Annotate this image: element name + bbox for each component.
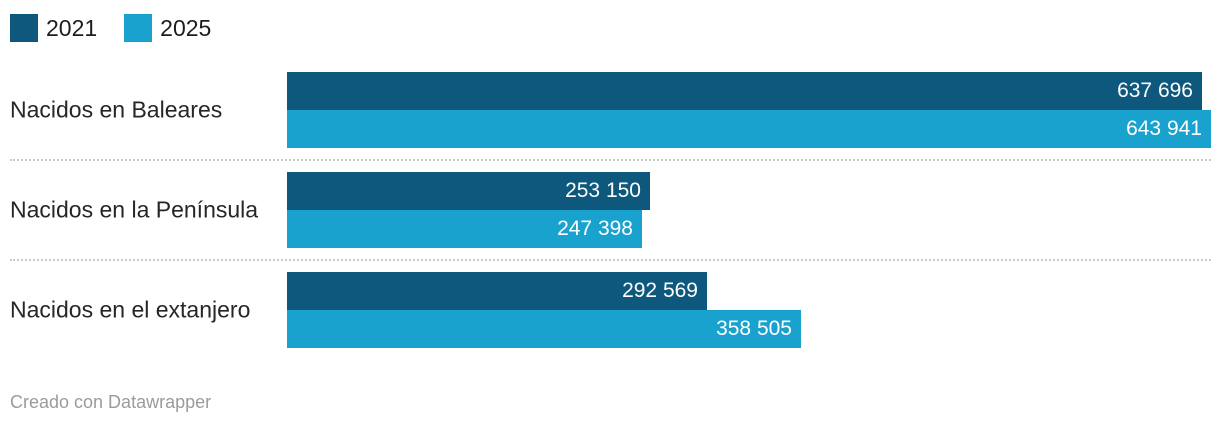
legend-item: 2025 <box>124 14 211 42</box>
legend-label: 2021 <box>46 15 98 41</box>
category-label: Nacidos en la Península <box>10 196 259 223</box>
category-label: Nacidos en el extanjero <box>10 296 251 323</box>
bars: 637 696 643 941 <box>287 72 1211 148</box>
bar-2021: 292 569 <box>287 272 707 310</box>
bar-2021: 253 150 <box>287 172 650 210</box>
bar-value-label: 247 398 <box>557 217 633 240</box>
bar-value-label: 637 696 <box>1117 79 1193 102</box>
bars: 253 150 247 398 <box>287 172 650 248</box>
bar-value-label: 643 941 <box>1126 117 1202 140</box>
category-label: Nacidos en Baleares <box>10 96 223 123</box>
bar-group: Nacidos en la Península 253 150 247 398 <box>0 172 1220 248</box>
legend-swatch <box>124 14 153 42</box>
legend-swatch <box>10 14 38 42</box>
legend-label: 2025 <box>160 15 212 41</box>
bar-2021: 637 696 <box>287 72 1202 110</box>
separator <box>10 259 1211 261</box>
bar-2025: 358 505 <box>287 310 801 348</box>
bar-value-label: 292 569 <box>622 279 698 302</box>
legend: 2021 2025 <box>10 14 238 42</box>
bar-2025: 643 941 <box>287 110 1211 148</box>
bar-group: Nacidos en Baleares 637 696 643 941 <box>0 72 1220 148</box>
bar-group: Nacidos en el extanjero 292 569 358 505 <box>0 272 1220 348</box>
bar-value-label: 358 505 <box>716 317 792 340</box>
credit-text: Creado con Datawrapper <box>10 392 212 412</box>
separator <box>10 159 1211 161</box>
bar-2025: 247 398 <box>287 210 642 248</box>
legend-item: 2021 <box>10 14 97 42</box>
bar-value-label: 253 150 <box>565 179 641 202</box>
bars: 292 569 358 505 <box>287 272 801 348</box>
